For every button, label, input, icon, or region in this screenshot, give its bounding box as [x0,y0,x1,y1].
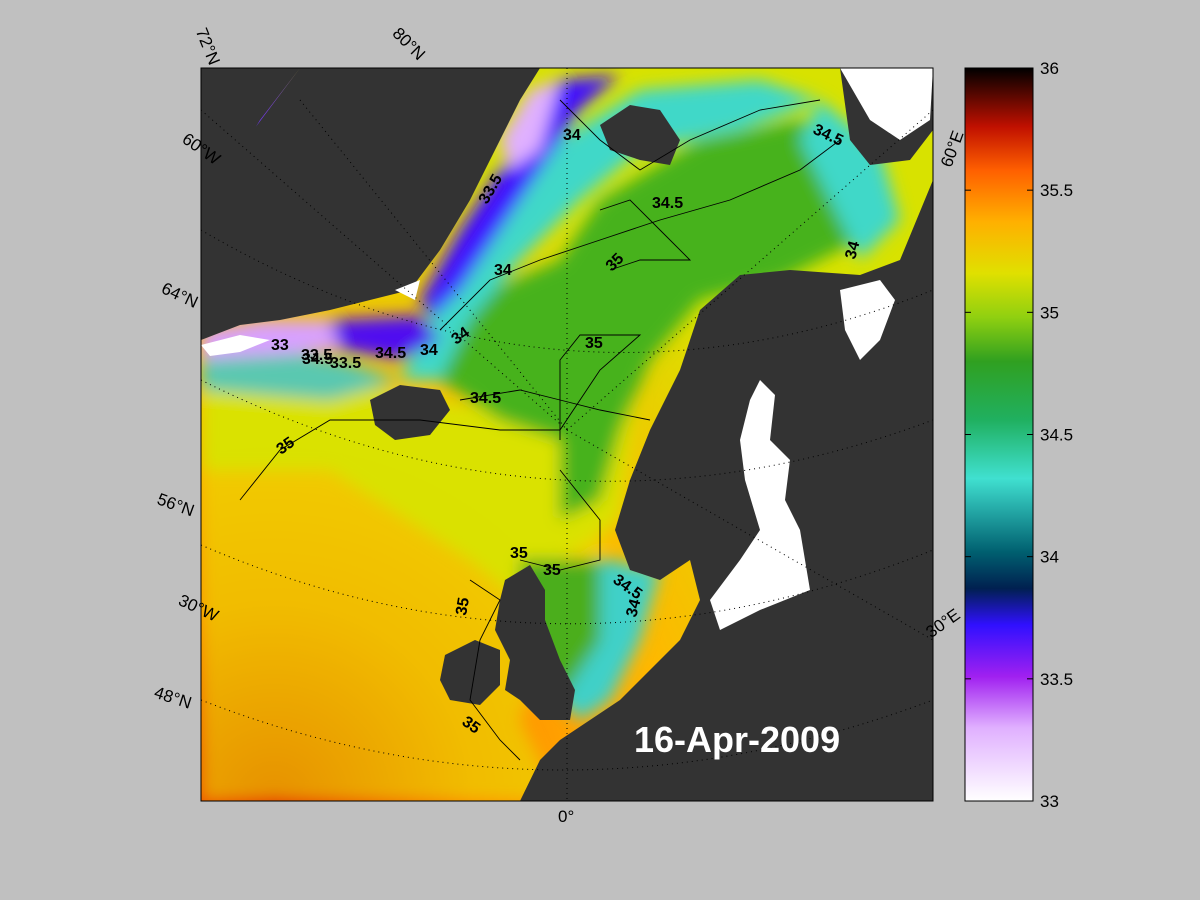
colorbar-tick-label: 34.5 [1040,426,1073,445]
contour-label: 34 [842,239,863,261]
contour-label: 35 [585,335,603,352]
contour-label: 35 [453,596,473,617]
colorbar: 36 35.5 35 34.5 34 33.5 33 [964,59,1073,811]
colorbar-tick-label: 35.5 [1040,181,1073,200]
contour-label: 34 [494,262,512,279]
lat-label-64n: 64°N [159,279,201,312]
contour-label: 34.5 [302,351,333,368]
colorbar-tick-label: 36 [1040,59,1059,78]
lon-label-60e: 60°E [937,128,968,169]
contour-label: 35 [510,545,528,562]
land-masses [201,68,933,801]
lat-label-72n: 72°N [192,25,224,67]
contour-label: 33.5 [330,355,361,372]
lon-label-0: 0° [558,807,574,826]
colorbar-gradient [964,67,1034,802]
contour-label: 34 [563,127,581,144]
contour-label: 33.5 [301,347,332,364]
lat-label-80n: 80°N [389,24,429,64]
graticule [201,68,933,801]
colorbar-tick-label: 34 [1040,548,1059,567]
contour-label: 34.5 [375,345,406,362]
colorbar-tick-label: 33 [1040,792,1059,811]
contour-label: 34.5 [470,390,501,407]
lat-label-56n: 56°N [155,490,197,521]
colorbar-tick-label: 33.5 [1040,670,1073,689]
contour-label: 34 [420,342,438,359]
contour-label: 34.5 [652,195,683,212]
salinity-field [201,68,933,801]
colorbar-ticks: 36 35.5 35 34.5 34 33.5 33 [965,59,1073,811]
contour-label: 35 [543,562,561,579]
date-label: 16-Apr-2009 [634,719,840,760]
map-frame [200,67,934,802]
contour-label: 34 [623,597,644,619]
colorbar-tick-label: 35 [1040,303,1059,322]
lat-label-48n: 48°N [152,683,194,713]
ice-areas [201,68,933,630]
contour-label: 33 [271,337,289,354]
contour-lines [239,99,841,761]
